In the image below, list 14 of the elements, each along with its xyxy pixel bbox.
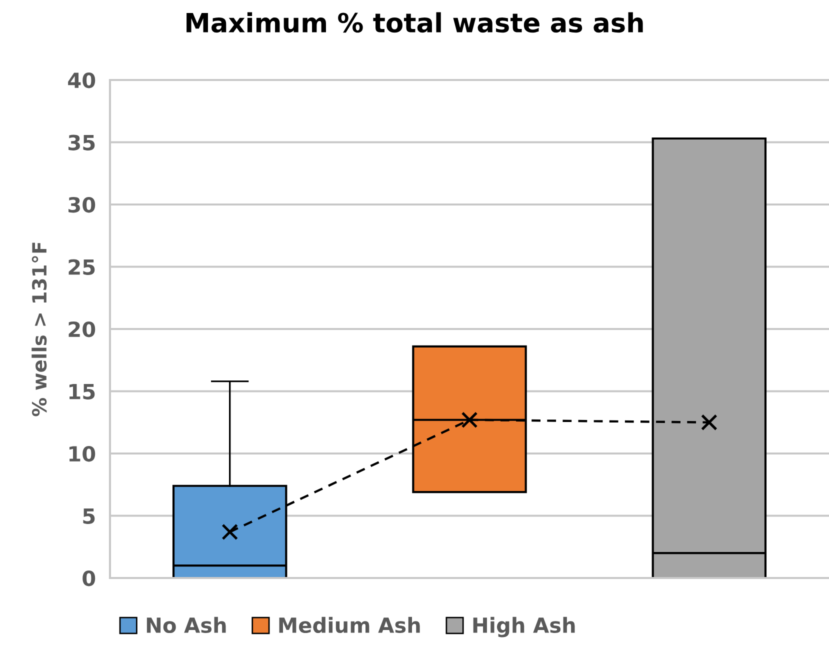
y-tick-label: 15 — [69, 384, 95, 400]
y-tick-label: 20 — [68, 321, 96, 338]
y-tick-label: 5 — [83, 508, 95, 524]
legend-label: High Ash — [473, 616, 575, 638]
chart-title: Maximum % total waste as ash — [186, 12, 643, 33]
y-tick-label: 30 — [68, 196, 96, 213]
y-axis-title: % wells > 131°F — [32, 242, 47, 416]
y-tick-label: 40 — [68, 72, 96, 88]
legend-label: Medium Ash — [279, 616, 420, 634]
y-tick-label: 0 — [82, 570, 96, 586]
y-tick-label: 10 — [69, 446, 96, 462]
y-tick-label: 25 — [68, 259, 95, 275]
legend-label: No Ash — [146, 616, 226, 634]
y-tick-label: 35 — [68, 134, 95, 150]
